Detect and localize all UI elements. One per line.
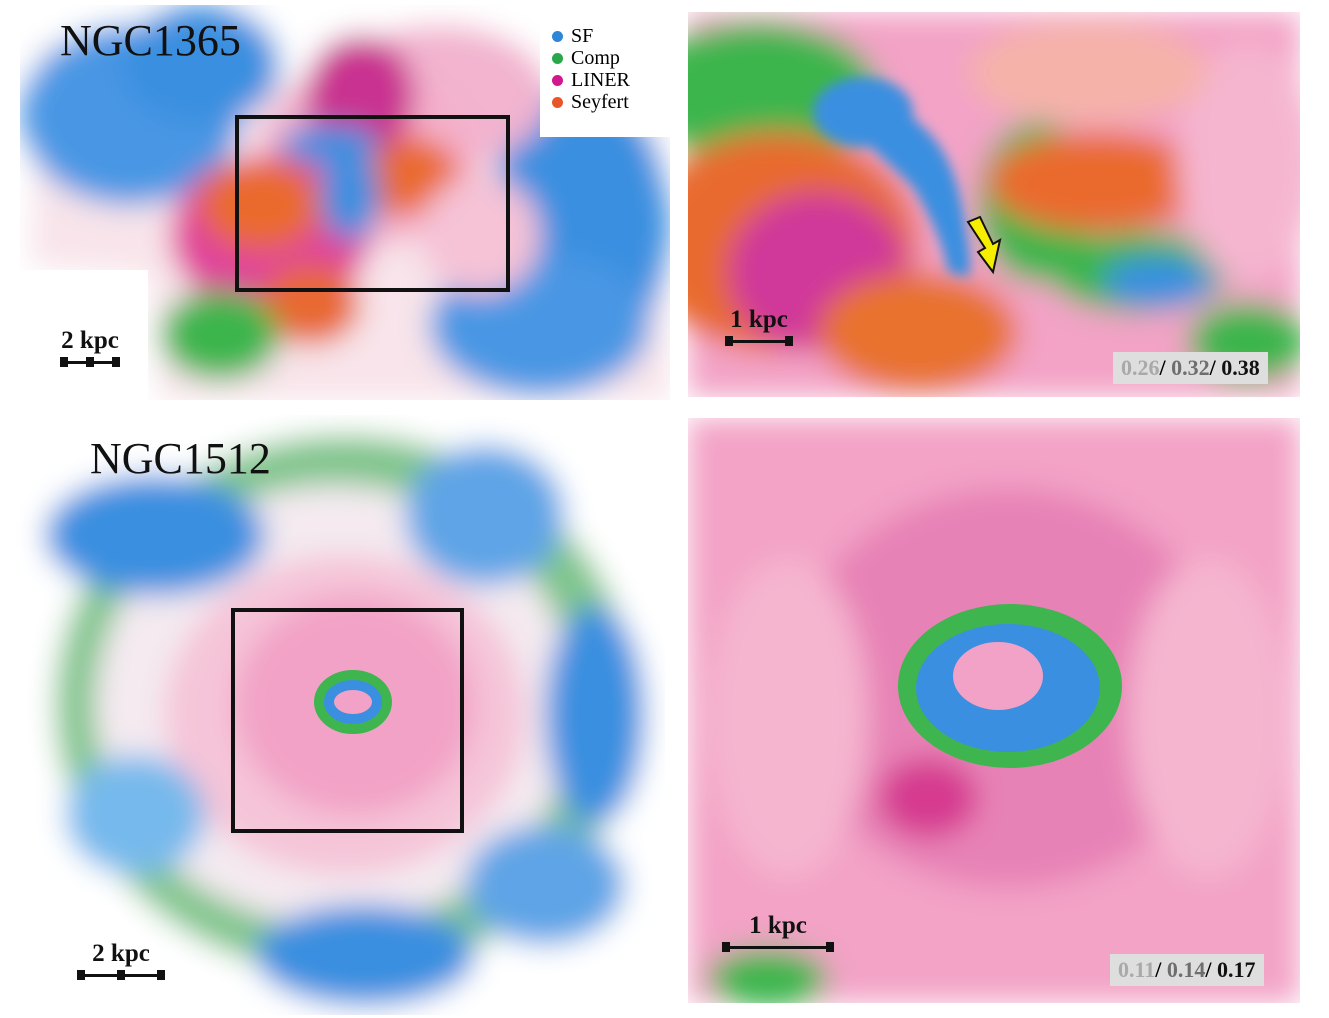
- ngc1365-full-panel: NGC1365 2 kpc SF Comp LINER Seyfert: [20, 5, 670, 400]
- legend-item-sf: SF: [552, 25, 630, 47]
- level-1: 0.11: [1118, 957, 1156, 982]
- ngc1365-zoom-scalebar-label: 1 kpc: [730, 306, 788, 333]
- ngc1365-zoom-panel: 1 kpc 0.26/ 0.32/ 0.38: [688, 12, 1300, 397]
- level-3: 0.38: [1221, 355, 1260, 380]
- ngc1512-scalebar-line: [77, 970, 165, 980]
- yellow-arrow-icon: [966, 215, 1002, 275]
- seyfert-dot-icon: [552, 96, 563, 108]
- ngc1365-scalebar: 2 kpc: [50, 327, 130, 367]
- ngc1512-scalebar-label: 2 kpc: [92, 940, 150, 967]
- level-2: 0.32: [1171, 355, 1210, 380]
- ngc1512-title: NGC1512: [90, 434, 271, 483]
- ngc1512-zoom-scalebar-line: [722, 942, 834, 952]
- ngc1512-scalebar: 2 kpc: [77, 940, 165, 980]
- ngc1512-zoom-map: [688, 418, 1300, 1003]
- ngc1512-zoom-box: [231, 608, 464, 833]
- ngc1512-zoom-panel: 1 kpc 0.11/ 0.14/ 0.17: [688, 418, 1300, 1003]
- sf-dot-icon: [552, 30, 563, 42]
- legend-item-comp: Comp: [552, 47, 630, 69]
- level-2: 0.14: [1166, 957, 1206, 982]
- ngc1512-zoom-scalebar: 1 kpc: [722, 912, 834, 952]
- ngc1512-full-panel: NGC1512 2 kpc: [15, 415, 665, 1015]
- ngc1365-zoom-scalebar-line: [725, 336, 793, 346]
- ngc1365-contour-levels: 0.26/ 0.32/ 0.38: [1113, 352, 1268, 384]
- ngc1365-zoom-scalebar: 1 kpc: [714, 306, 804, 346]
- level-3: 0.17: [1217, 957, 1256, 982]
- ngc1512-full-map: [15, 415, 665, 1015]
- ngc1365-zoom-box: [235, 115, 510, 292]
- ngc1365-scalebar-line: [60, 357, 120, 367]
- legend: SF Comp LINER Seyfert: [540, 21, 640, 119]
- ngc1512-contour-levels: 0.11/ 0.14/ 0.17: [1110, 954, 1264, 986]
- comp-dot-icon: [552, 52, 563, 64]
- ngc1365-title: NGC1365: [60, 16, 241, 65]
- legend-item-liner: LINER: [552, 69, 630, 91]
- ngc1365-zoom-map: [688, 12, 1300, 397]
- liner-dot-icon: [552, 74, 563, 86]
- ngc1365-scalebar-label: 2 kpc: [61, 327, 119, 354]
- legend-item-seyfert: Seyfert: [552, 91, 630, 113]
- level-1: 0.26: [1121, 355, 1160, 380]
- ngc1512-zoom-scalebar-label: 1 kpc: [749, 912, 807, 939]
